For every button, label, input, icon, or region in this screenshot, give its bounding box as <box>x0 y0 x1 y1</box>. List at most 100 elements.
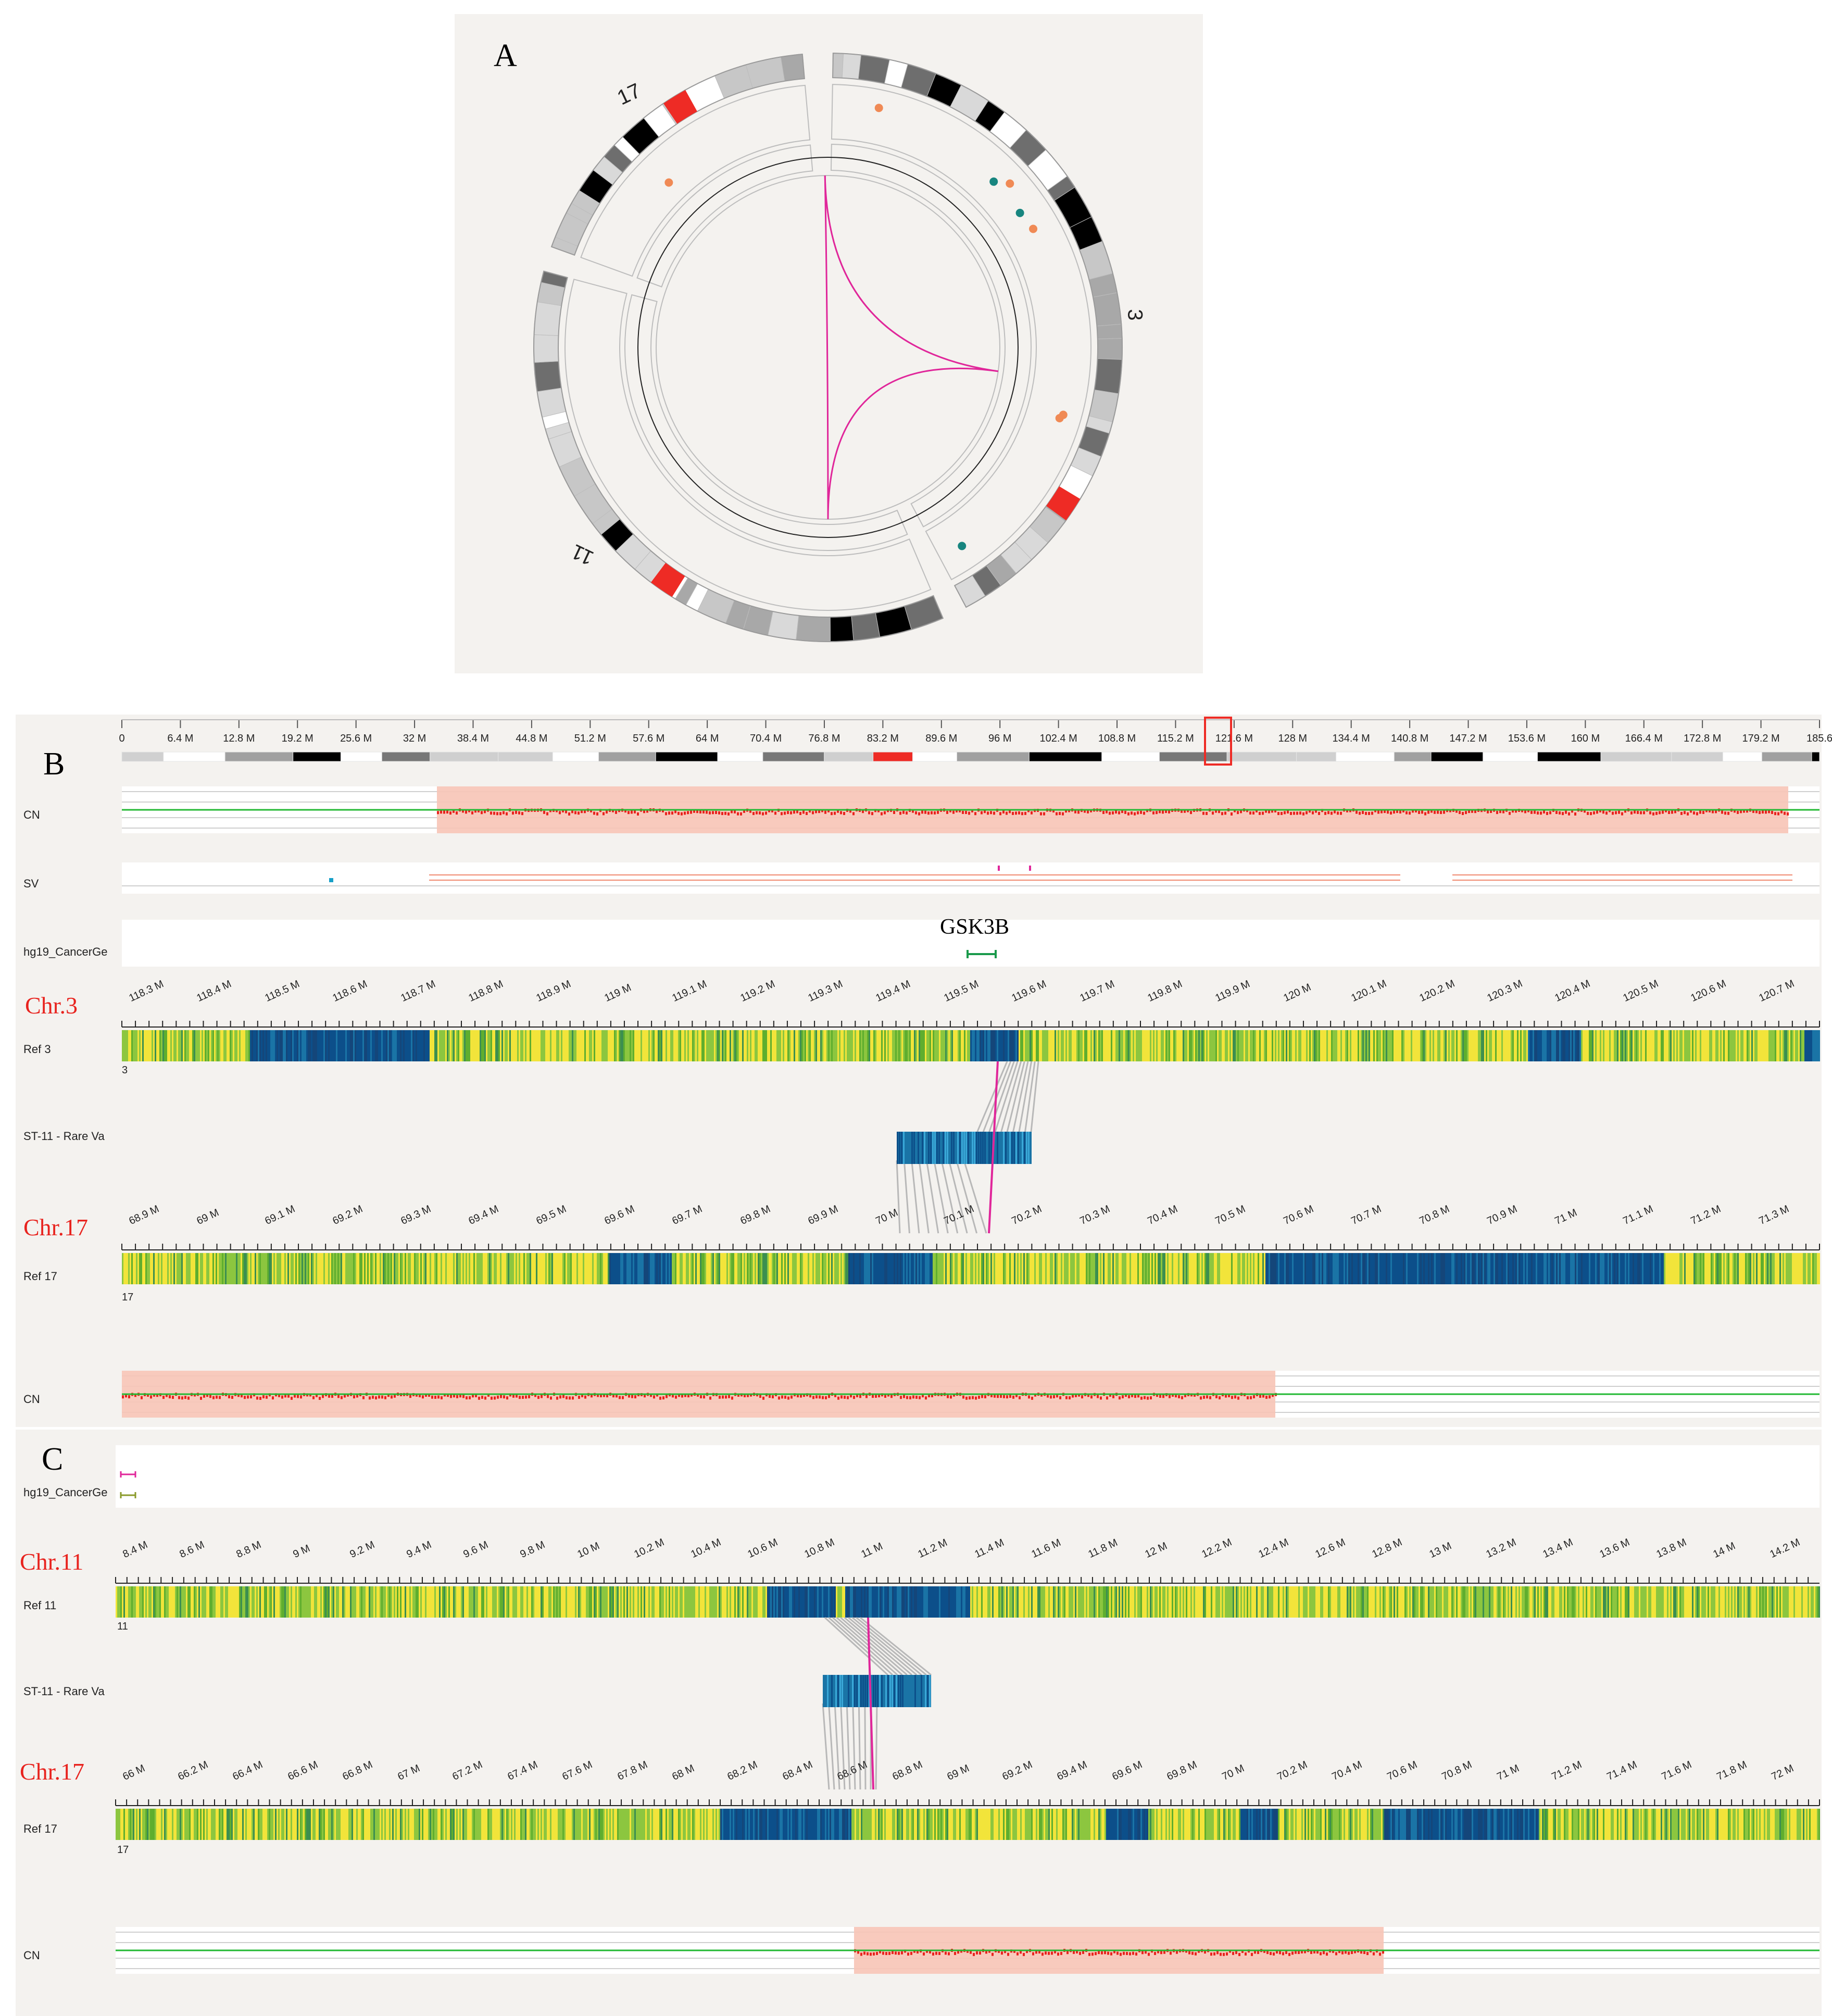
map-site <box>692 1586 694 1618</box>
map-site <box>1743 1030 1745 1061</box>
map-site <box>1661 1586 1662 1618</box>
map-site <box>523 1586 525 1618</box>
map-site <box>1365 1253 1367 1284</box>
cn-point <box>1590 812 1592 816</box>
map-site <box>995 1586 997 1618</box>
map-site <box>1119 1586 1120 1618</box>
map-site <box>914 1253 915 1284</box>
map-site <box>1225 1586 1226 1618</box>
map-site <box>417 1030 419 1061</box>
map-site <box>1309 1253 1311 1284</box>
map-site <box>1723 1253 1725 1284</box>
map-site <box>445 1253 447 1284</box>
map-site <box>1734 1253 1736 1284</box>
axis-tick-label: 66 M <box>121 1762 147 1783</box>
map-site <box>1065 1586 1067 1618</box>
map-site <box>969 1030 970 1061</box>
map-site <box>1362 1030 1364 1061</box>
map-site <box>1336 1030 1337 1061</box>
cn-point <box>284 1394 286 1398</box>
map-site <box>1806 1253 1808 1284</box>
map-site <box>1289 1586 1290 1618</box>
map-site <box>992 1030 994 1061</box>
map-site <box>1798 1253 1800 1284</box>
map-site <box>1659 1586 1661 1618</box>
map-site <box>545 1586 547 1618</box>
map-site <box>711 1030 712 1061</box>
map-site <box>834 1030 836 1061</box>
sv-track <box>122 862 1820 894</box>
map-site <box>553 1253 555 1284</box>
map-site <box>1590 1030 1592 1061</box>
map-site <box>1092 1030 1094 1061</box>
map-site <box>1753 1586 1754 1618</box>
map-site <box>1554 1586 1556 1618</box>
map-site <box>1061 1253 1062 1284</box>
map-site <box>194 1253 195 1284</box>
ideogram-band <box>832 53 844 79</box>
cn-point <box>353 1395 355 1399</box>
cn-point <box>709 1396 711 1400</box>
cn-point <box>1187 809 1189 812</box>
map-site <box>1115 1253 1117 1284</box>
alignment-link <box>822 1703 830 1790</box>
map-site <box>855 1586 856 1618</box>
map-site <box>1804 1253 1806 1284</box>
map-site <box>1350 1030 1351 1061</box>
map-site <box>280 1586 281 1618</box>
cn-point <box>1565 810 1567 814</box>
cn-point <box>203 1394 205 1398</box>
cn-point <box>1034 1393 1036 1397</box>
query-site <box>898 1675 899 1707</box>
map-site <box>964 1030 965 1061</box>
map-site <box>825 1253 826 1284</box>
map-site <box>164 1586 166 1618</box>
map-site <box>1233 1586 1234 1618</box>
map-site <box>1747 1253 1748 1284</box>
map-site <box>1537 1253 1539 1284</box>
map-site <box>1550 1586 1551 1618</box>
map-site <box>1567 1586 1569 1618</box>
map-site <box>675 1586 676 1618</box>
map-site <box>669 1253 670 1284</box>
map-site <box>675 1030 676 1061</box>
map-site <box>1761 1253 1762 1284</box>
ideogram-band <box>1394 752 1432 762</box>
map-site <box>648 1030 650 1061</box>
map-site <box>211 1030 212 1061</box>
map-site <box>1130 1030 1131 1061</box>
map-site <box>344 1586 345 1618</box>
map-site <box>295 1030 297 1061</box>
map-site <box>1692 1586 1693 1618</box>
map-site <box>1709 1586 1711 1618</box>
map-site <box>1544 1586 1545 1618</box>
map-site <box>478 1030 480 1061</box>
cn-point <box>521 812 523 816</box>
map-site <box>781 1030 783 1061</box>
circos-plot <box>533 53 1123 642</box>
cn-point <box>1268 810 1270 813</box>
cn-point <box>1624 809 1626 813</box>
map-site <box>414 1586 416 1618</box>
map-site <box>1326 1253 1328 1284</box>
cn-bottom-track <box>122 1371 1820 1418</box>
cn-point <box>1252 811 1254 815</box>
cn-point <box>747 1394 749 1397</box>
map-site <box>1472 1030 1473 1061</box>
map-site <box>1039 1030 1040 1061</box>
cn-point <box>1774 812 1776 816</box>
cn-point <box>462 809 464 813</box>
map-site <box>1361 1253 1362 1284</box>
map-site <box>1394 1586 1395 1618</box>
map-site <box>1265 1586 1267 1618</box>
map-site <box>1500 1253 1501 1284</box>
map-site <box>1356 1586 1358 1618</box>
map-site <box>1133 1253 1134 1284</box>
map-site <box>200 1030 202 1061</box>
cn-point <box>1102 811 1105 815</box>
map-site <box>1014 1586 1015 1618</box>
cn-point <box>474 809 476 813</box>
query-site <box>926 1132 927 1164</box>
cn-point <box>1699 810 1701 814</box>
map-site <box>1055 1030 1056 1061</box>
